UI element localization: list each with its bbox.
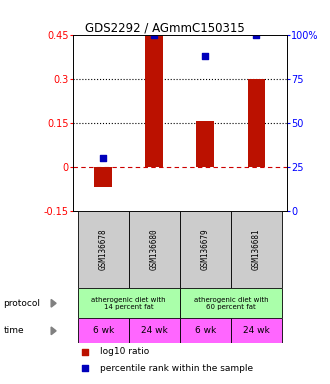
Text: GSM136678: GSM136678 — [99, 229, 108, 270]
Bar — [78, 288, 180, 318]
Bar — [180, 288, 282, 318]
Bar — [231, 318, 282, 343]
Bar — [180, 211, 231, 288]
Bar — [129, 211, 180, 288]
Text: 6 wk: 6 wk — [93, 326, 114, 335]
Text: GDS2292 / AGmmC150315: GDS2292 / AGmmC150315 — [85, 21, 245, 34]
Bar — [129, 318, 180, 343]
Bar — [231, 211, 282, 288]
Text: atherogenic diet with
14 percent fat: atherogenic diet with 14 percent fat — [91, 296, 166, 310]
Bar — [248, 79, 265, 167]
Bar — [78, 318, 129, 343]
Bar — [78, 211, 129, 288]
Text: log10 ratio: log10 ratio — [100, 347, 150, 356]
Text: atherogenic diet with
60 percent fat: atherogenic diet with 60 percent fat — [194, 296, 268, 310]
Bar — [94, 167, 112, 187]
Bar — [196, 121, 214, 167]
Bar — [146, 36, 163, 167]
Point — [101, 155, 106, 161]
Text: GSM136681: GSM136681 — [252, 229, 261, 270]
Point — [83, 348, 88, 354]
Text: GSM136680: GSM136680 — [150, 229, 159, 270]
Point — [152, 31, 157, 38]
Point — [83, 365, 88, 371]
Point — [203, 53, 208, 59]
Text: 6 wk: 6 wk — [195, 326, 216, 335]
Text: protocol: protocol — [3, 299, 40, 308]
Text: 24 wk: 24 wk — [141, 326, 168, 335]
Text: percentile rank within the sample: percentile rank within the sample — [100, 364, 254, 372]
Text: time: time — [3, 326, 24, 335]
Text: GSM136679: GSM136679 — [201, 229, 210, 270]
Point — [254, 31, 259, 38]
Text: 24 wk: 24 wk — [243, 326, 270, 335]
Bar — [180, 318, 231, 343]
